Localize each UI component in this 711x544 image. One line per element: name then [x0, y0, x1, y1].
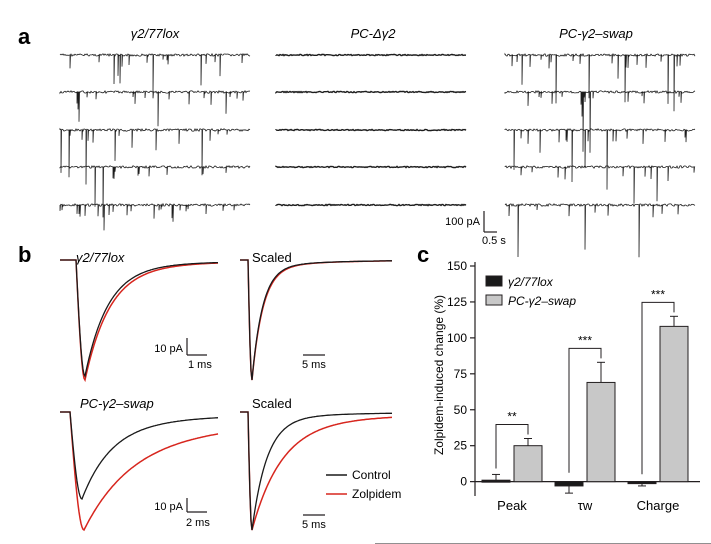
panel-a-scale-time: 0.5 s: [482, 235, 506, 247]
category-label: Peak: [497, 498, 527, 513]
panel-b-scale-top-left: [186, 338, 207, 356]
trace-swap-zolpidem: [60, 411, 219, 532]
trace-swap-scaled-control: [240, 411, 392, 531]
y-tick-label: 0: [460, 475, 467, 489]
trace-row: [504, 89, 696, 153]
panel-b-top-title: γ2/77lox: [76, 250, 125, 265]
trace-swap-scaled-zolpidem: [240, 411, 392, 531]
panel-b-traces: [60, 259, 392, 532]
significance-bracket: [568, 347, 602, 473]
panel-a-title-swap: PC-γ2–swap: [559, 26, 633, 41]
bar-swap: [659, 325, 689, 483]
trace-row: [504, 203, 696, 258]
panel-a-title-wt: γ2/77lox: [131, 26, 180, 41]
trace-row: [59, 52, 251, 93]
trace-swap-control: [60, 411, 219, 501]
chart-ylabel: Zolpidem-induced change (%): [432, 295, 446, 455]
panel-a-title-ko: PC-Δγ2: [351, 26, 397, 41]
legend-swatch: [485, 294, 503, 306]
panel-a-scale-bar: [483, 211, 497, 233]
bar-wt: [481, 479, 511, 483]
panel-a-label: a: [18, 24, 31, 49]
trace-row: [275, 53, 467, 57]
significance-bracket: [495, 424, 529, 469]
panel-b-scale-top-amp: 10 pA: [154, 343, 183, 355]
panel-b-scaled-top: Scaled: [252, 250, 292, 265]
legend-label: γ2/77lox: [508, 275, 554, 289]
panel-b-scale-top-right-time: 5 ms: [302, 359, 326, 371]
trace-row: [275, 203, 467, 207]
panel-c-label: c: [417, 242, 429, 267]
y-tick-label: 150: [447, 259, 467, 273]
panel-b-scale-bottom-time: 2 ms: [186, 517, 210, 529]
category-label: Charge: [637, 498, 680, 513]
trace-row: [275, 128, 467, 132]
panel-b-scale-bottom-amp: 10 pA: [154, 501, 183, 513]
legend-swatch: [485, 275, 503, 287]
chart-c: 0 25 50 75 100 125 150 ** Peak *** τw *** Charge γ2/7…: [447, 259, 700, 513]
y-tick-label: 100: [447, 331, 467, 345]
y-tick-label: 125: [447, 295, 467, 309]
trace-row: [504, 165, 696, 204]
panel-b-label: b: [18, 242, 31, 267]
panel-b-bottom-title: PC-γ2–swap: [80, 396, 154, 411]
significance-label: **: [507, 410, 517, 424]
panel-b-scale-bottom-left: [186, 498, 207, 513]
trace-row: [59, 90, 251, 127]
panel-b-scale-bottom-right-time: 5 ms: [302, 519, 326, 531]
panel-b-scale-top-time: 1 ms: [188, 359, 212, 371]
trace-row: [59, 165, 251, 218]
trace-row: [59, 202, 251, 231]
trace-wt-zolpidem: [60, 259, 219, 383]
significance-bracket: [641, 301, 675, 475]
legend-label: PC-γ2–swap: [508, 294, 576, 308]
trace-row: [59, 127, 251, 185]
trace-wt-control: [60, 259, 218, 378]
bar-swap: [513, 445, 543, 483]
bar-swap: [586, 381, 616, 483]
y-tick-label: 50: [454, 403, 468, 417]
legend-control-label: Control: [352, 468, 391, 482]
panel-a-scale-current: 100 pA: [445, 216, 481, 228]
trace-wt-scaled-control: [240, 259, 392, 381]
category-label: τw: [578, 498, 593, 513]
trace-row: [275, 165, 467, 169]
bar-wt: [554, 481, 584, 487]
panel-b-scaled-bottom: Scaled: [252, 396, 292, 411]
significance-label: ***: [651, 287, 665, 301]
y-tick-label: 25: [454, 439, 468, 453]
trace-row: [504, 52, 696, 112]
trace-row: [275, 90, 467, 94]
trace-row: [504, 128, 696, 190]
significance-label: ***: [578, 333, 592, 347]
panel-a-traces: [59, 52, 696, 258]
y-tick-label: 75: [454, 367, 468, 381]
legend-zolpidem-label: Zolpidem: [352, 487, 401, 501]
